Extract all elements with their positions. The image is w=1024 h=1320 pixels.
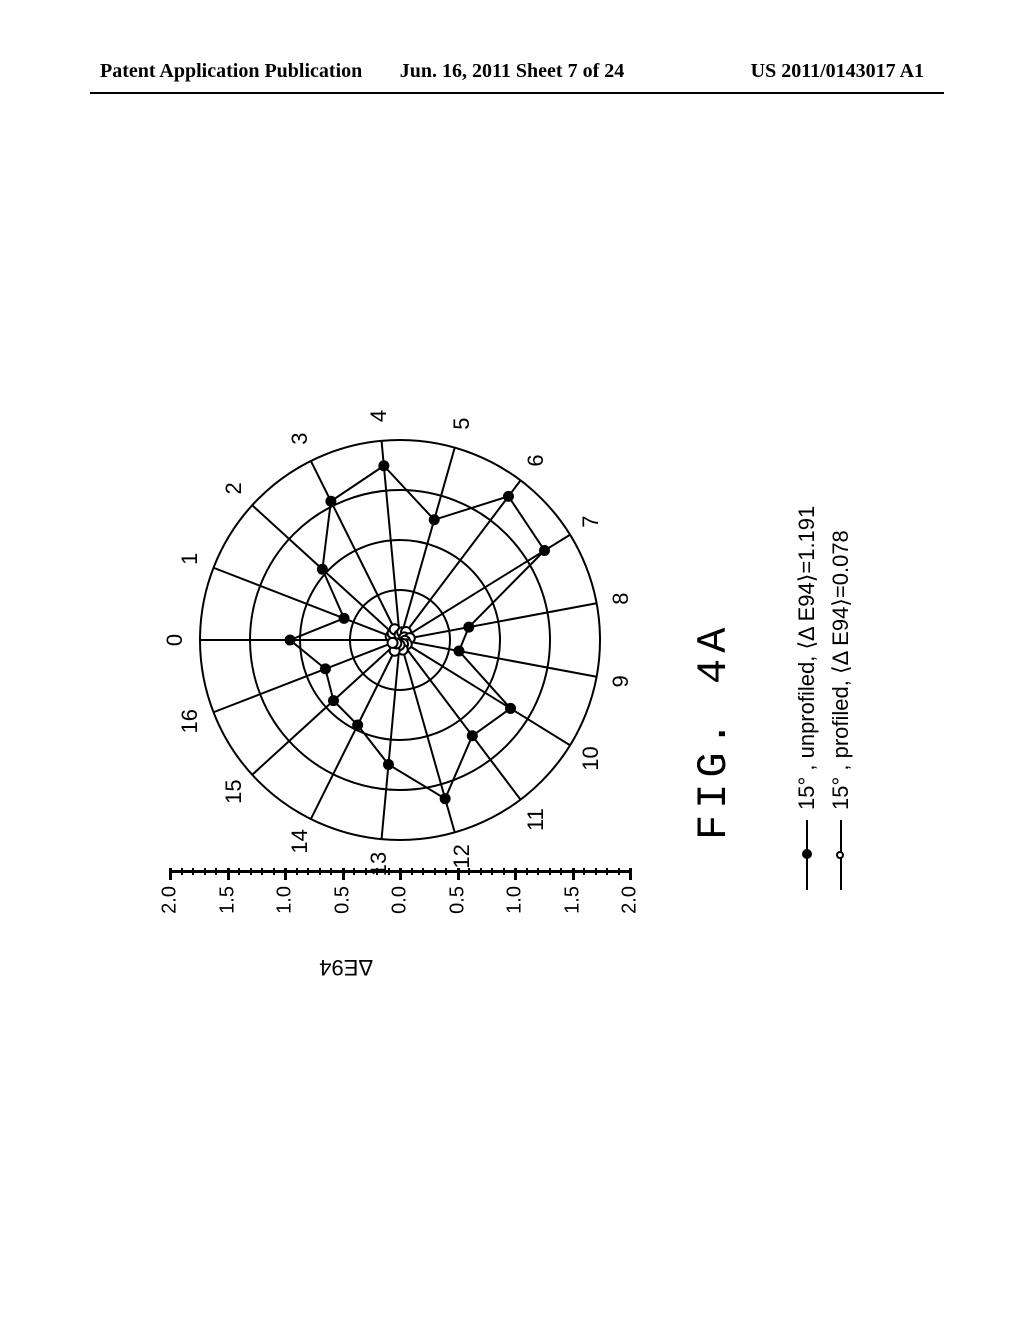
y-tick-label: 1.5 [561, 886, 584, 914]
y-tick-label: 1.0 [274, 886, 297, 914]
y-tick-label: 2.0 [619, 886, 642, 914]
sector-label: 9 [608, 675, 634, 687]
y-tick-label: 0.0 [389, 886, 412, 914]
header-rule [90, 92, 944, 94]
sector-label: 1 [177, 553, 203, 565]
header-center: Jun. 16, 2011 Sheet 7 of 24 [375, 60, 650, 83]
sector-label: 2 [221, 482, 247, 494]
sector-label: 13 [366, 852, 392, 876]
legend: 15° , unprofiled, ⟨Δ E94⟩=1.191 15° , pro… [790, 506, 858, 890]
figure-4a: ΔE94 2.01.51.00.50.00.51.01.52.0 0123456… [150, 300, 870, 1020]
y-tick-label: 2.0 [159, 886, 182, 914]
sector-label: 12 [449, 844, 475, 868]
open-circle-icon [836, 851, 844, 859]
page: Patent Application Publication Jun. 16, … [0, 0, 1024, 1320]
y-tick-label: 0.5 [446, 886, 469, 914]
sector-label: 5 [449, 417, 475, 429]
sector-label: 14 [287, 829, 313, 853]
figure-wrapper: ΔE94 2.01.51.00.50.00.51.01.52.0 0123456… [150, 300, 870, 1020]
sector-label: 4 [366, 410, 392, 422]
radar-plot: 012345678910111213141516 [170, 410, 630, 870]
y-tick-label: 1.5 [216, 886, 239, 914]
y-axis: 2.01.51.00.50.00.51.01.52.0 [170, 870, 630, 930]
header-left: Patent Application Publication [100, 60, 375, 83]
header-right: US 2011/0143017 A1 [649, 60, 924, 83]
sector-label: 8 [608, 593, 634, 605]
legend-swatch [831, 820, 851, 890]
sector-label: 6 [523, 454, 549, 466]
page-header: Patent Application Publication Jun. 16, … [0, 60, 1024, 83]
figure-label: FIG. 4A [690, 622, 738, 840]
legend-text: 15° , unprofiled, ⟨Δ E94⟩=1.191 [794, 506, 820, 810]
y-axis-title: ΔE94 [319, 954, 373, 980]
sector-label: 10 [578, 746, 604, 770]
legend-swatch [797, 820, 817, 890]
sector-label: 3 [287, 432, 313, 444]
legend-row: 15° , unprofiled, ⟨Δ E94⟩=1.191 [790, 506, 824, 890]
sector-label: 16 [177, 709, 203, 733]
filled-circle-icon [802, 849, 812, 859]
legend-row: 15° , profiled, ⟨Δ E94⟩=0.078 [824, 506, 858, 890]
sector-label: 11 [523, 808, 549, 831]
sector-label: 7 [578, 515, 604, 527]
sector-label: 0 [162, 634, 188, 646]
y-tick-label: 1.0 [504, 886, 527, 914]
y-tick-label: 0.5 [331, 886, 354, 914]
sector-label: 15 [221, 779, 247, 803]
legend-text: 15° , profiled, ⟨Δ E94⟩=0.078 [828, 530, 854, 810]
